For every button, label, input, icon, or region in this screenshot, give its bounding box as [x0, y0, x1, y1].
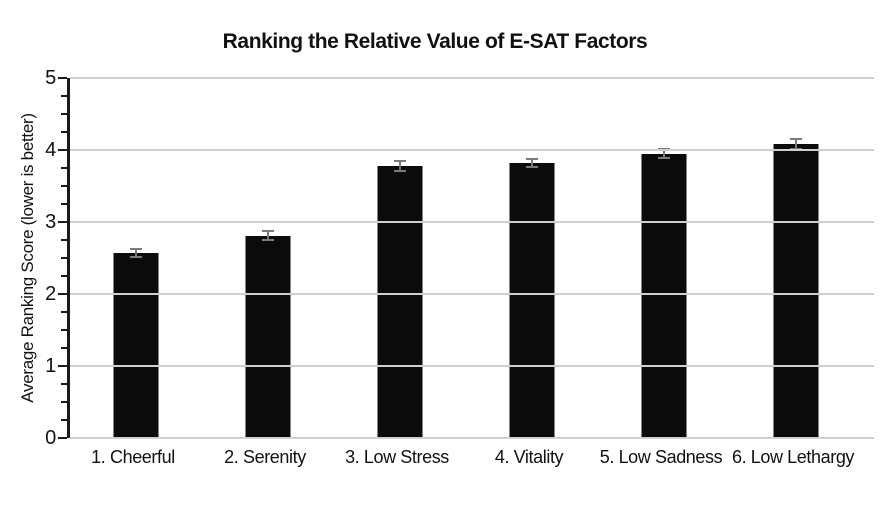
bar-slot — [466, 78, 598, 438]
error-bar-stem — [795, 138, 797, 150]
bar — [641, 153, 687, 438]
y-tick-label: 5 — [45, 67, 56, 89]
y-axis-tick — [58, 221, 67, 223]
y-axis-tick — [61, 419, 67, 421]
y-axis-tick — [61, 257, 67, 259]
x-axis-category-label: 2. Serenity — [224, 447, 306, 467]
error-bar-cap — [658, 147, 670, 150]
bar — [245, 235, 291, 438]
y-axis-label: Average Ranking Score (lower is better) — [18, 113, 37, 403]
error-bar-cap — [262, 229, 274, 232]
plot-area: 0 1 2 3 4 5 — [45, 68, 874, 448]
bar-slot — [334, 78, 466, 438]
y-axis-tick — [61, 329, 67, 331]
y-axis-tick — [61, 95, 67, 97]
x-axis-category-label: 6. Low Lethargy — [731, 447, 855, 467]
y-axis-tick — [61, 167, 67, 169]
y-axis-tick — [58, 149, 67, 151]
bar-slot — [598, 78, 730, 438]
gridline — [70, 221, 874, 223]
bar — [773, 144, 819, 438]
error-bar-stem — [531, 157, 533, 168]
error-bar-cap — [526, 166, 538, 168]
y-tick-label: 2 — [45, 283, 56, 305]
error-bar-cap — [130, 247, 142, 250]
x-axis-category-label: 1. Cheerful — [91, 447, 175, 467]
x-axis-category-label: 3. Low Stress — [345, 447, 449, 467]
y-axis-tick — [61, 401, 67, 403]
error-bar-stem — [663, 147, 665, 160]
bar — [113, 252, 159, 438]
error-bar-cap — [790, 138, 802, 141]
y-axis-tick — [58, 77, 67, 79]
gridline — [70, 149, 874, 151]
bar-slot — [202, 78, 334, 438]
error-bar-cap — [658, 157, 670, 160]
gridline — [70, 77, 874, 79]
y-axis-tick — [61, 275, 67, 277]
bar-slot — [70, 78, 202, 438]
error-bar-cap — [130, 256, 142, 258]
y-tick-label: 1 — [45, 355, 56, 377]
y-axis-tick — [61, 131, 67, 133]
y-tick-label: 4 — [45, 139, 56, 161]
y-axis-tick — [61, 203, 67, 205]
y-axis-tick — [61, 185, 67, 187]
error-bar-cap — [394, 169, 406, 172]
y-axis-tick — [61, 239, 67, 241]
y-tick-label: 3 — [45, 211, 56, 233]
y-axis-tick — [61, 347, 67, 349]
bars-layer — [70, 78, 862, 438]
bar — [509, 162, 555, 438]
x-axis-category-label: 4. Vitality — [494, 447, 564, 467]
y-axis-tick — [61, 113, 67, 115]
y-axis-tick — [58, 365, 67, 367]
error-bar-cap — [394, 160, 406, 163]
y-axis-tick — [58, 437, 67, 439]
error-bar-cap — [262, 239, 274, 242]
gridline — [70, 293, 874, 295]
error-bar-stem — [135, 247, 137, 258]
y-axis-tick — [61, 311, 67, 313]
bar-slot — [730, 78, 862, 438]
gridline — [70, 437, 874, 439]
error-bar-stem — [399, 160, 401, 172]
error-bar-stem — [267, 229, 269, 242]
gridline — [70, 365, 874, 367]
x-axis-labels: 1. Cheerful 2. Serenity 3. Low Stress 4. Vi… — [67, 447, 859, 468]
y-axis-tick — [58, 293, 67, 295]
y-axis-tick — [61, 383, 67, 385]
x-axis-category-label: 5. Low Sadness — [599, 447, 723, 467]
chart-title: Ranking the Relative Value of E-SAT Fact… — [222, 30, 648, 53]
bar — [377, 165, 423, 438]
error-bar-cap — [526, 157, 538, 160]
y-tick-label: 0 — [45, 427, 56, 449]
